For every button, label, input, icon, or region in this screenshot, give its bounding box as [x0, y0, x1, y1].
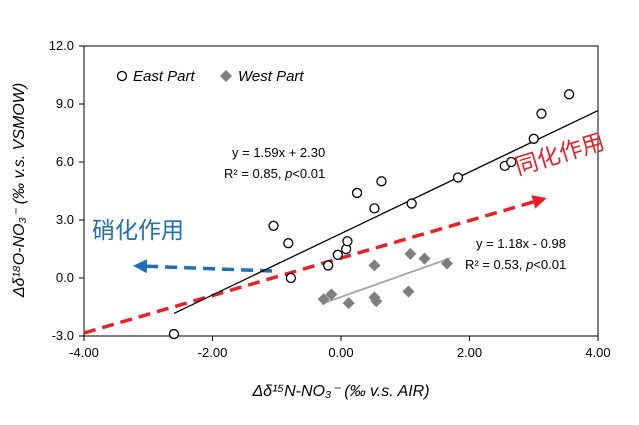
east-p-value: <0.01 — [292, 166, 325, 181]
east-point — [376, 176, 387, 187]
x-tick-label: 0.00 — [328, 345, 353, 360]
y-tick-label: 12.0 — [49, 38, 74, 53]
x-tick-label: -2.00 — [198, 345, 228, 360]
east-point — [351, 187, 363, 199]
east-point — [536, 108, 547, 119]
east-point — [342, 236, 353, 247]
y-tick-label: 9.0 — [56, 96, 74, 111]
east-r2: R² = 0.85, p<0.01 — [224, 166, 325, 181]
west-point — [325, 288, 338, 301]
legend: East Part West Part — [116, 68, 304, 85]
legend-label-east: East Part — [133, 68, 196, 85]
legend-marker-east — [116, 70, 128, 82]
west-point — [418, 252, 431, 265]
east-point — [332, 249, 343, 260]
x-tick-label: 2.00 — [457, 345, 482, 360]
west-point — [441, 257, 454, 270]
legend-marker-west — [220, 70, 232, 82]
y-tick-label: 6.0 — [56, 154, 74, 169]
east-point — [268, 220, 279, 231]
legend-label-west: West Part — [238, 68, 304, 85]
west-point — [368, 259, 381, 272]
west-r2-value: R² = 0.53, — [465, 257, 526, 272]
y-axis-title: Δδ¹⁸O-NO₃⁻ (‰ v.s. VSMOW) — [11, 83, 28, 298]
east-point — [452, 172, 464, 183]
east-point — [506, 156, 517, 168]
west-point — [402, 285, 415, 298]
west-point — [370, 295, 383, 308]
east-point — [283, 238, 294, 249]
data-marks — [168, 89, 575, 340]
west-point — [342, 297, 355, 310]
nitrification-arrow — [133, 259, 273, 274]
west-trendline — [321, 257, 451, 305]
west-point — [317, 293, 330, 306]
x-axis-ticks: -4.00 -2.00 0.00 2.00 4.00 — [69, 336, 611, 360]
east-point — [322, 260, 334, 271]
y-axis-ticks: -3.0 0.0 3.0 6.0 9.0 12.0 — [49, 38, 84, 343]
assimilation-label: 同化作用 — [512, 129, 608, 181]
east-point — [406, 198, 417, 209]
east-equation: y = 1.59x + 2.30 — [232, 145, 325, 160]
east-p-symbol: p — [284, 166, 292, 181]
x-tick-label: 4.00 — [585, 345, 610, 360]
east-point — [528, 133, 539, 144]
east-point — [285, 272, 297, 284]
west-p-value: <0.01 — [533, 257, 566, 272]
east-r2-value: R² = 0.85, — [224, 166, 285, 181]
west-point — [404, 247, 417, 260]
nitrification-label: 硝化作用 — [92, 218, 184, 244]
y-tick-label: 0.0 — [56, 270, 74, 285]
x-axis-title: Δδ¹⁵N-NO₃⁻ (‰ v.s. AIR) — [251, 383, 429, 400]
east-point — [563, 89, 575, 100]
west-equation: y = 1.18x - 0.98 — [476, 236, 566, 251]
trendlines — [173, 109, 599, 315]
east-point — [369, 203, 380, 214]
y-tick-label: -3.0 — [52, 328, 74, 343]
assimilation-arrow — [83, 195, 547, 335]
west-p-symbol: p — [525, 257, 533, 272]
x-tick-label: -4.00 — [69, 345, 99, 360]
east-trendline — [173, 109, 599, 315]
y-tick-label: 3.0 — [56, 212, 74, 227]
west-r2: R² = 0.53, p<0.01 — [465, 257, 566, 272]
east-point — [168, 328, 180, 340]
plot-frame — [83, 45, 599, 337]
